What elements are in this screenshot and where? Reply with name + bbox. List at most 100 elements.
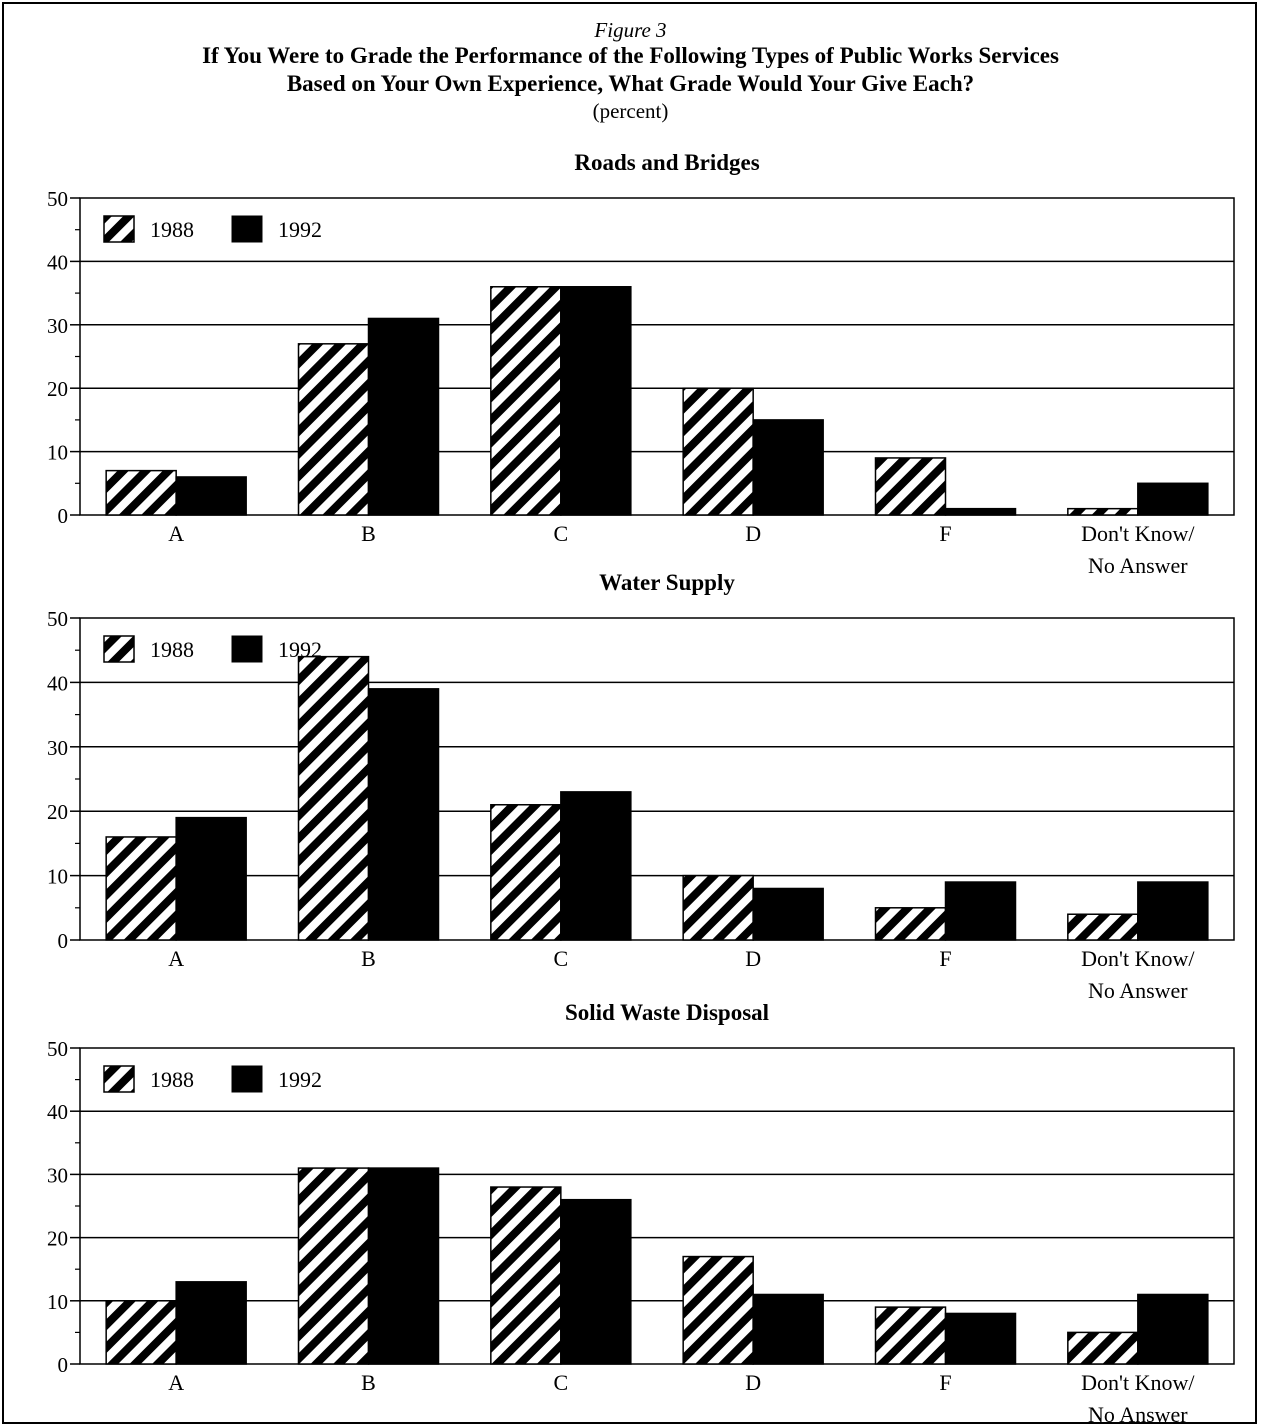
x-tick-label: Don't Know/ [1081, 521, 1195, 546]
plot-area [79, 197, 1235, 516]
figure-header: Figure 3 If You Were to Grade the Perfor… [0, 18, 1261, 124]
plot-area [79, 1047, 1235, 1365]
bar-1992-6 [1137, 881, 1209, 941]
y-tick-label: 40 [47, 1100, 68, 1124]
y-tick-label: 20 [47, 377, 68, 401]
bar-1992-6 [1137, 482, 1209, 516]
chart-panel-1: Roads and Bridges 0 10 20 30 40 50 A B C D F Don't K… [47, 150, 1235, 578]
legend-label-1988: 1988 [150, 1067, 194, 1092]
bar-1988-5 [874, 457, 947, 516]
x-tick-label: C [553, 1370, 568, 1395]
bar-1988-2 [297, 343, 370, 516]
bar-1988-1 [105, 836, 177, 941]
figure-label: Figure 3 [594, 18, 667, 42]
x-tick-label: C [553, 946, 568, 971]
legend-swatch-1992 [231, 1065, 263, 1093]
y-tick-label: 10 [47, 441, 68, 465]
y-tick-label: 0 [58, 1353, 69, 1377]
bar-1988-6 [1067, 913, 1139, 941]
unit-label: (percent) [592, 99, 669, 123]
y-tick-label: 30 [47, 1163, 68, 1187]
x-tick-label: B [361, 521, 376, 546]
bar-1988-1 [105, 1300, 177, 1365]
x-tick-label: F [939, 521, 951, 546]
x-tick-label: No Answer [1088, 553, 1188, 578]
bar-1992-4 [752, 419, 824, 516]
x-tick-label: No Answer [1088, 1402, 1188, 1427]
bar-1992-2 [367, 688, 440, 941]
bar-1992-3 [560, 1198, 632, 1365]
legend-swatch-1992 [231, 215, 263, 243]
x-tick-label: D [745, 521, 761, 546]
legend-swatch-1988 [103, 1065, 135, 1093]
bar-1988-5 [874, 907, 947, 941]
bar-1992-3 [560, 286, 632, 516]
bar-1988-4 [682, 1255, 754, 1365]
chart-panel-3: Solid Waste Disposal 0 10 20 30 40 50 A B C D F Don'… [47, 1000, 1235, 1427]
bar-1988-2 [297, 655, 370, 941]
bar-1988-3 [490, 1186, 562, 1365]
bar-1988-1 [105, 469, 177, 516]
y-tick-label: 10 [47, 865, 68, 889]
x-tick-label: No Answer [1088, 978, 1188, 1003]
bar-1992-4 [752, 1293, 824, 1365]
y-tick-label: 20 [47, 1227, 68, 1251]
bar-1992-3 [560, 791, 632, 941]
chart-panel-2: Water Supply 0 10 20 30 40 50 A B C D F Don't Know/N… [47, 570, 1235, 1003]
bar-1992-5 [944, 1312, 1017, 1365]
legend-label-1992: 1992 [278, 1067, 322, 1092]
legend-label-1988: 1988 [150, 637, 194, 662]
x-tick-label: F [939, 946, 951, 971]
x-tick-label: D [745, 946, 761, 971]
chart-title: Roads and Bridges [574, 150, 759, 175]
y-tick-label: 50 [47, 607, 68, 631]
figure-title-line-2: Based on Your Own Experience, What Grade… [286, 71, 975, 96]
x-tick-label: Don't Know/ [1081, 1370, 1195, 1395]
bar-1992-5 [944, 507, 1017, 516]
plot-area [79, 617, 1235, 941]
bar-1992-1 [175, 816, 247, 941]
x-tick-label: D [745, 1370, 761, 1395]
x-tick-label: C [553, 521, 568, 546]
bar-1992-2 [367, 1167, 440, 1365]
chart-title: Water Supply [599, 570, 735, 595]
x-tick-label: Don't Know/ [1081, 946, 1195, 971]
bar-1992-1 [175, 1281, 247, 1365]
y-tick-label: 30 [47, 314, 68, 338]
y-tick-label: 40 [47, 671, 68, 695]
y-tick-label: 30 [47, 736, 68, 760]
legend-swatch-1992 [231, 635, 263, 663]
bar-1988-5 [874, 1306, 947, 1365]
x-tick-label: B [361, 946, 376, 971]
bar-1988-2 [297, 1167, 370, 1365]
y-tick-label: 40 [47, 250, 68, 274]
bar-1988-4 [682, 874, 754, 941]
y-tick-label: 20 [47, 800, 68, 824]
bar-1988-6 [1067, 1331, 1139, 1365]
figure-title-line-1: If You Were to Grade the Performance of … [202, 43, 1059, 68]
y-tick-label: 10 [47, 1290, 68, 1314]
bar-1992-2 [367, 317, 440, 516]
bar-1992-5 [944, 881, 1017, 941]
bar-1992-1 [175, 476, 247, 516]
x-tick-label: A [168, 946, 184, 971]
x-tick-label: B [361, 1370, 376, 1395]
y-tick-label: 50 [47, 1037, 68, 1061]
legend-swatch-1988 [103, 215, 135, 243]
bar-1988-3 [490, 286, 562, 516]
bar-1988-6 [1067, 507, 1139, 516]
bar-1992-6 [1137, 1293, 1209, 1365]
x-tick-label: A [168, 521, 184, 546]
y-tick-label: 50 [47, 187, 68, 211]
x-tick-label: F [939, 1370, 951, 1395]
legend-label-1988: 1988 [150, 217, 194, 242]
y-tick-label: 0 [58, 504, 69, 528]
chart-title: Solid Waste Disposal [565, 1000, 769, 1025]
legend-label-1992: 1992 [278, 637, 322, 662]
bar-1988-4 [682, 387, 754, 516]
bar-1992-4 [752, 887, 824, 941]
legend-label-1992: 1992 [278, 217, 322, 242]
x-tick-label: A [168, 1370, 184, 1395]
